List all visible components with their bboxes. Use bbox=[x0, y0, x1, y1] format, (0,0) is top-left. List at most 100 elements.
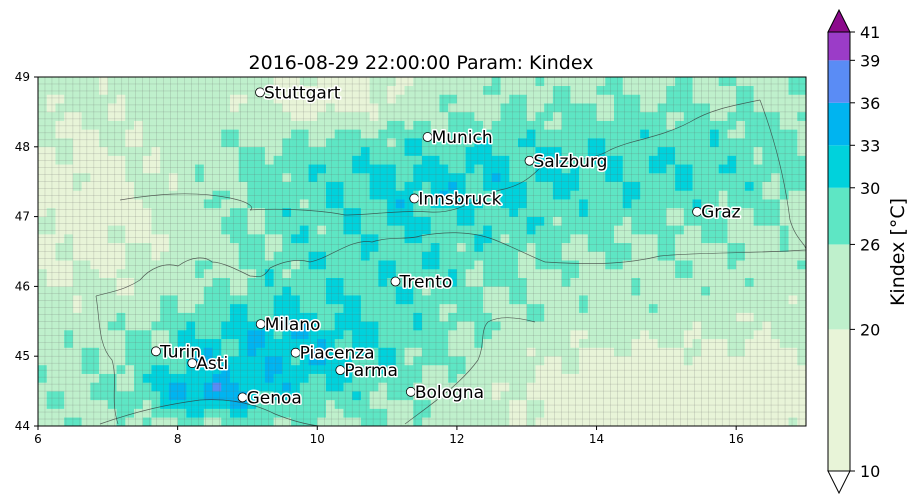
grid-cell bbox=[81, 268, 91, 278]
grid-cell bbox=[282, 382, 292, 392]
grid-cell bbox=[552, 111, 562, 121]
grid-cell bbox=[797, 199, 806, 209]
grid-cell bbox=[640, 216, 650, 226]
grid-cell bbox=[762, 216, 772, 226]
grid-cell bbox=[334, 207, 344, 217]
grid-cell bbox=[38, 295, 48, 305]
grid-cell bbox=[710, 382, 720, 392]
grid-cell bbox=[797, 364, 806, 374]
grid-cell bbox=[413, 373, 423, 383]
grid-cell bbox=[491, 268, 501, 278]
grid-cell bbox=[797, 111, 806, 121]
grid-cell bbox=[264, 364, 274, 374]
grid-cell bbox=[264, 181, 274, 191]
grid-cell bbox=[518, 356, 528, 366]
grid-cell bbox=[526, 399, 536, 409]
grid-cell bbox=[561, 242, 571, 252]
grid-cell bbox=[238, 373, 248, 383]
grid-cell bbox=[352, 286, 362, 296]
grid-cell bbox=[343, 120, 353, 130]
grid-cell bbox=[72, 251, 82, 261]
grid-cell bbox=[238, 251, 248, 261]
grid-cell bbox=[448, 77, 458, 87]
grid-cell bbox=[692, 216, 702, 226]
grid-cell bbox=[640, 338, 650, 348]
grid-cell bbox=[439, 234, 449, 244]
grid-cell bbox=[657, 94, 667, 104]
grid-cell bbox=[509, 129, 519, 139]
grid-cell bbox=[648, 260, 658, 270]
grid-cell bbox=[535, 417, 545, 426]
model-grid-lines bbox=[38, 77, 806, 426]
grid-cell bbox=[727, 295, 737, 305]
grid-cell bbox=[771, 234, 781, 244]
grid-cell bbox=[55, 356, 65, 366]
grid-cell bbox=[744, 164, 754, 174]
grid-cell bbox=[90, 207, 100, 217]
grid-cell bbox=[448, 408, 458, 418]
grid-cell bbox=[771, 77, 781, 87]
grid-cell bbox=[491, 103, 501, 113]
grid-cell bbox=[134, 181, 144, 191]
grid-cell bbox=[55, 199, 65, 209]
grid-cell bbox=[552, 155, 562, 165]
grid-cell bbox=[317, 417, 327, 426]
grid-cell bbox=[544, 268, 554, 278]
grid-cell bbox=[195, 399, 205, 409]
grid-cell bbox=[378, 399, 388, 409]
grid-cell bbox=[107, 94, 117, 104]
grid-cell bbox=[125, 172, 135, 182]
grid-cell bbox=[308, 321, 318, 331]
grid-cell bbox=[797, 242, 806, 252]
grid-cell bbox=[125, 321, 135, 331]
grid-cell bbox=[587, 408, 597, 418]
grid-cell bbox=[282, 190, 292, 200]
grid-cell bbox=[509, 111, 519, 121]
grid-cell bbox=[134, 303, 144, 313]
grid-cell bbox=[238, 199, 248, 209]
grid-cell bbox=[38, 303, 48, 313]
grid-cell bbox=[186, 321, 196, 331]
grid-cell bbox=[378, 417, 388, 426]
grid-cell bbox=[343, 277, 353, 287]
grid-cell bbox=[116, 312, 126, 322]
grid-cell bbox=[483, 155, 493, 165]
grid-cell bbox=[666, 295, 676, 305]
grid-cell bbox=[55, 242, 65, 252]
grid-cell bbox=[771, 155, 781, 165]
grid-cell bbox=[727, 330, 737, 340]
grid-cell bbox=[142, 312, 152, 322]
grid-cell bbox=[291, 120, 301, 130]
grid-cell bbox=[587, 103, 597, 113]
grid-cell bbox=[579, 330, 589, 340]
grid-cell bbox=[38, 190, 48, 200]
grid-cell bbox=[762, 408, 772, 418]
grid-cell bbox=[596, 155, 606, 165]
colorbar-tick-label: 10 bbox=[860, 462, 880, 481]
grid-cell bbox=[544, 85, 554, 95]
grid-cell bbox=[273, 138, 283, 148]
grid-cell bbox=[456, 216, 466, 226]
grid-cell bbox=[195, 94, 205, 104]
city-label: Salzburg bbox=[534, 152, 608, 172]
grid-cell bbox=[151, 382, 161, 392]
grid-cell bbox=[561, 382, 571, 392]
grid-cell bbox=[55, 138, 65, 148]
grid-cell bbox=[291, 295, 301, 305]
grid-cell bbox=[605, 330, 615, 340]
grid-cell bbox=[518, 207, 528, 217]
grid-cell bbox=[413, 164, 423, 174]
grid-cell bbox=[771, 94, 781, 104]
grid-cell bbox=[631, 277, 641, 287]
grid-cell bbox=[116, 260, 126, 270]
grid-cell bbox=[395, 94, 405, 104]
grid-cell bbox=[561, 260, 571, 270]
grid-cell bbox=[561, 199, 571, 209]
grid-cell bbox=[570, 330, 580, 340]
grid-cell bbox=[701, 190, 711, 200]
grid-cell bbox=[168, 103, 178, 113]
y-tick-label: 48 bbox=[15, 140, 30, 154]
grid-cell bbox=[387, 391, 397, 401]
grid-cell bbox=[439, 347, 449, 357]
grid-cell bbox=[596, 286, 606, 296]
